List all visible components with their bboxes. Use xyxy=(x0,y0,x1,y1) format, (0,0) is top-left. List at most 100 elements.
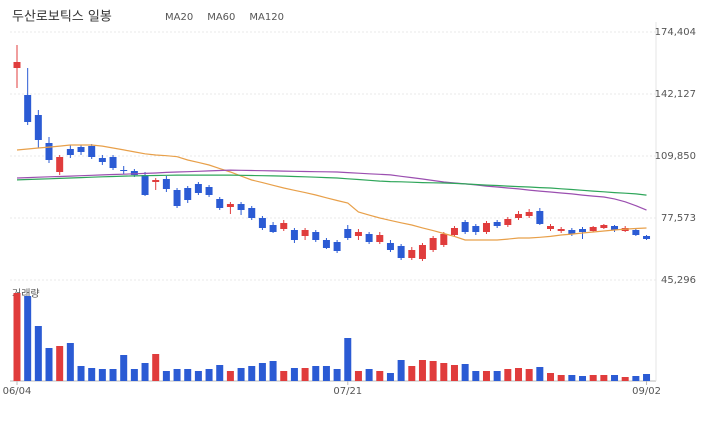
volume-bar xyxy=(386,373,394,381)
volume-bar xyxy=(461,364,469,381)
candle-body xyxy=(226,203,234,207)
candle-body xyxy=(290,229,298,240)
volume-bar xyxy=(643,374,651,381)
volume-bar xyxy=(248,366,256,381)
candle-body xyxy=(280,223,288,230)
volume-bar xyxy=(258,363,266,381)
y-tick-label: 142,127 xyxy=(655,89,696,100)
volume-bar xyxy=(397,360,405,381)
volume-bar xyxy=(120,355,128,381)
candle-body xyxy=(429,238,437,250)
volume-bar xyxy=(173,369,181,381)
volume-bar xyxy=(141,363,149,381)
y-tick-label: 109,850 xyxy=(655,151,696,162)
candle-body xyxy=(418,244,426,259)
volume-bar xyxy=(568,375,576,381)
candle-body xyxy=(547,226,554,230)
volume-bar xyxy=(312,366,320,381)
candle-body xyxy=(344,229,352,239)
legend-entry: MA60 xyxy=(207,12,235,23)
candle-body xyxy=(536,210,544,224)
candle-body xyxy=(205,186,213,195)
candle-body xyxy=(504,218,512,225)
volume-bar xyxy=(269,361,277,381)
volume-bar xyxy=(632,376,640,381)
x-tick-label: 06/04 xyxy=(3,386,32,397)
legend-entry: MA120 xyxy=(249,12,284,23)
x-tick-label: 07/21 xyxy=(333,386,362,397)
candle-body xyxy=(34,114,42,140)
volume-bar xyxy=(547,373,554,381)
candle-body xyxy=(269,224,277,232)
volume-bar xyxy=(162,371,170,381)
volume-bar xyxy=(280,371,288,381)
volume-bar xyxy=(88,368,96,381)
candle-body xyxy=(258,218,266,229)
candle-body xyxy=(386,243,394,250)
candle-body xyxy=(66,149,74,155)
ma-line xyxy=(16,174,647,196)
volume-bar xyxy=(493,371,501,381)
volume-bar xyxy=(579,376,587,381)
y-tick-label: 45,296 xyxy=(661,275,696,286)
volume-bar xyxy=(56,346,64,381)
candle-body xyxy=(493,221,501,227)
volume-bar xyxy=(514,368,522,381)
candle-body xyxy=(216,198,224,208)
legend-entry: MA20 xyxy=(165,12,193,23)
candle-body xyxy=(632,229,640,235)
volume-bar xyxy=(482,371,490,381)
volume-bar xyxy=(354,371,362,381)
volume-bar xyxy=(504,369,512,381)
candle-body xyxy=(152,179,160,182)
candle-body xyxy=(24,95,32,123)
y-tick-label: 77,573 xyxy=(661,213,696,224)
ma-line xyxy=(16,169,647,211)
candle-body xyxy=(525,211,533,216)
volume-bar xyxy=(152,354,160,381)
volume-bar xyxy=(109,369,117,381)
x-tick-label: 09/02 xyxy=(632,386,661,397)
candle-body xyxy=(440,233,448,245)
volume-bar xyxy=(194,371,202,381)
candle-body xyxy=(130,171,138,175)
chart-title: 두산로보틱스 일봉 xyxy=(12,10,112,25)
candle-body xyxy=(109,157,117,168)
candle-body xyxy=(56,157,64,172)
volume-bar xyxy=(130,369,138,381)
volume-bar xyxy=(184,369,192,381)
candle-body xyxy=(514,213,522,218)
y-tick-label: 174,404 xyxy=(655,27,696,38)
candle-body xyxy=(579,229,587,232)
volume-bar xyxy=(525,369,533,381)
volume-bar xyxy=(322,366,330,381)
candle-body xyxy=(589,226,597,232)
candle-body xyxy=(397,245,405,258)
candle-body xyxy=(141,174,149,195)
candle-body xyxy=(162,178,170,189)
candle-body xyxy=(301,229,309,237)
volume-bar xyxy=(226,371,234,381)
volume-bar xyxy=(237,368,245,381)
candle-body xyxy=(333,241,341,252)
candle-body xyxy=(611,226,619,230)
candle-body xyxy=(450,228,458,235)
candle-body xyxy=(482,223,490,232)
volume-bar xyxy=(13,293,21,381)
candle-body xyxy=(557,229,565,232)
candle-body xyxy=(376,234,384,242)
candle-body xyxy=(472,226,480,232)
volume-bar xyxy=(301,368,309,381)
volume-bar xyxy=(77,366,85,381)
volume-bar xyxy=(408,366,416,381)
candle-body xyxy=(88,146,96,158)
volume-bar xyxy=(365,369,373,381)
volume-bar xyxy=(450,365,458,381)
candle-body xyxy=(98,158,106,163)
volume-bar xyxy=(333,369,341,381)
volume-bar xyxy=(472,371,480,381)
volume-bar xyxy=(429,361,437,381)
candle-body xyxy=(120,169,128,172)
